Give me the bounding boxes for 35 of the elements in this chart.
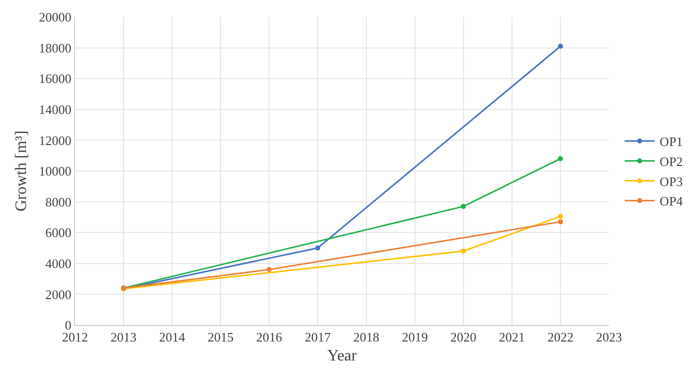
- y-tick-label: 16000: [38, 71, 72, 86]
- x-tick-label: 2018: [353, 330, 380, 345]
- x-tick-label: 2019: [402, 330, 428, 345]
- y-tick-label: 6000: [45, 225, 72, 240]
- x-tick-label: 2022: [547, 330, 574, 345]
- x-tick-label: 2017: [304, 330, 332, 345]
- y-tick-label: 2000: [45, 286, 72, 302]
- point: [558, 219, 563, 224]
- legend-label: OP2: [660, 154, 683, 169]
- legend-label: OP1: [660, 134, 683, 150]
- point: [460, 248, 466, 254]
- y-tick-label: 8000: [45, 194, 72, 210]
- x-tick-label: 2013: [110, 330, 137, 345]
- x-axis-title: Year: [327, 347, 358, 364]
- y-tick-label: 18000: [38, 40, 72, 56]
- x-tick-label: 2014: [159, 330, 186, 345]
- y-tick-label: 14000: [38, 102, 72, 117]
- y-tick-label: 10000: [38, 164, 72, 179]
- legend-label: OP4: [660, 194, 684, 209]
- point: [266, 267, 272, 272]
- y-tick-label: 4000: [45, 256, 72, 271]
- point: [558, 44, 563, 49]
- x-tick-label: 2016: [256, 330, 283, 345]
- y-axis-title: Growth [m³]: [12, 130, 30, 212]
- point: [558, 156, 563, 162]
- x-tick-label: 2023: [596, 330, 622, 345]
- y-tick-label: 12000: [38, 132, 72, 148]
- point: [460, 204, 466, 209]
- point: [558, 214, 563, 219]
- legend-label: OP3: [660, 174, 683, 189]
- y-tick-label: 20000: [38, 10, 72, 25]
- x-tick-label: 2021: [498, 330, 525, 345]
- x-tick-label: 2020: [450, 330, 476, 345]
- x-tick-label: 2015: [208, 330, 234, 345]
- point: [315, 246, 320, 250]
